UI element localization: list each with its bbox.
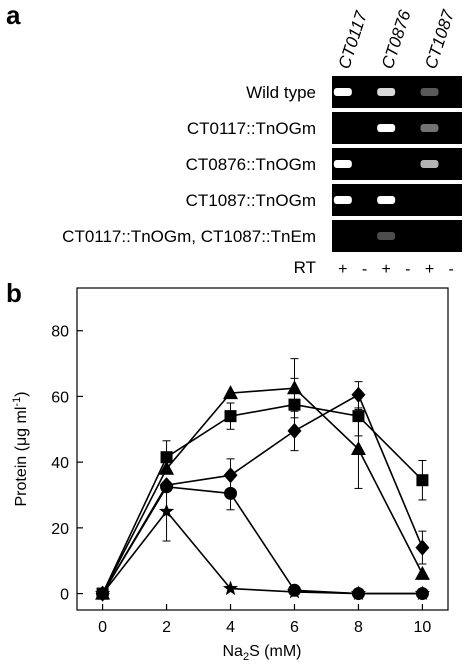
- series-line: [101, 387, 424, 594]
- data-point-triangle: [286, 380, 302, 395]
- gel-strip: [332, 184, 462, 216]
- series-line: [101, 393, 424, 595]
- gel-row-label: Wild type: [246, 83, 316, 102]
- y-tick-label: 60: [51, 389, 69, 406]
- data-point-star: [286, 583, 303, 599]
- rt-mark: -: [405, 261, 410, 278]
- y-axis-ticks: 0 20 40 60 80: [51, 324, 83, 604]
- gel-band: [377, 124, 396, 132]
- y-tick-label: 20: [51, 521, 69, 538]
- gel-band: [333, 88, 352, 96]
- data-point-star: [94, 585, 111, 601]
- series-triangle: [95, 358, 430, 600]
- series-star: [94, 481, 431, 601]
- x-tick-label: 0: [98, 619, 107, 636]
- rt-mark: -: [362, 261, 367, 278]
- x-tick-label: 4: [226, 619, 235, 636]
- gel-band: [420, 124, 439, 132]
- gel-strip: [332, 148, 462, 180]
- gel-row-label: CT0117::TnOGm: [187, 119, 316, 138]
- lane-header: CT0117: [335, 9, 372, 72]
- data-point-star: [350, 585, 367, 601]
- y-tick-label: 0: [60, 587, 69, 604]
- data-point-diamond: [351, 386, 366, 403]
- lane-header: CT1087: [421, 7, 458, 71]
- gel-band: [420, 88, 439, 96]
- x-axis-ticks: 0 2 4 6 8 10: [98, 604, 431, 636]
- x-tick-label: 6: [290, 619, 299, 636]
- data-point-diamond: [223, 467, 238, 484]
- gel-band: [377, 88, 396, 96]
- gel-row-label: CT1087::TnOGm: [186, 191, 316, 210]
- data-point-triangle: [223, 385, 239, 400]
- rt-marks: + - + - + -: [338, 261, 454, 278]
- y-tick-label: 80: [51, 324, 69, 341]
- x-axis-label: Na2S (mM): [222, 643, 301, 663]
- x-tick-label: 2: [162, 619, 171, 636]
- data-point-square: [224, 410, 237, 423]
- data-point-star: [158, 503, 175, 518]
- protein-chart: 0 20 40 60 80 0 2 4 6 8 10 Na2S (mM) Protein (μg …: [11, 287, 449, 663]
- rt-mark: -: [449, 261, 454, 278]
- x-tick-label: 8: [354, 619, 363, 636]
- gel-strip: [332, 112, 462, 144]
- rt-mark: +: [381, 261, 390, 278]
- gel-band: [420, 160, 439, 168]
- data-point-triangle: [414, 565, 430, 580]
- gel-rows: Wild typeCT0117::TnOGmCT0876::TnOGmCT108…: [62, 76, 462, 252]
- lane-header: CT0876: [378, 7, 415, 71]
- y-axis-label: Protein (μg ml-1): [11, 391, 30, 506]
- gel-row-label: CT0876::TnOGm: [186, 155, 316, 174]
- series-layer: [94, 358, 431, 602]
- rt-mark: +: [338, 261, 347, 278]
- y-tick-label: 40: [51, 455, 69, 472]
- series-line: [101, 510, 423, 595]
- panel-b-label: b: [6, 278, 22, 308]
- gel-strip: [332, 76, 462, 108]
- rt-mark: +: [425, 261, 434, 278]
- gel-band: [377, 196, 396, 204]
- data-point-diamond: [415, 539, 430, 556]
- panel-a-label: a: [6, 0, 21, 30]
- lane-headers: CT0117 CT0876 CT1087: [335, 7, 459, 71]
- rt-label: RT: [294, 258, 316, 277]
- data-point-circle: [224, 486, 238, 500]
- gel-band: [333, 160, 352, 168]
- data-point-square: [416, 474, 429, 487]
- x-tick-label: 10: [414, 619, 432, 636]
- data-point-triangle: [159, 460, 175, 475]
- data-point-star: [414, 585, 431, 601]
- gel-strip: [332, 220, 462, 252]
- data-point-square: [160, 451, 173, 464]
- data-point-triangle: [350, 441, 366, 455]
- series-line: [101, 403, 423, 594]
- gel-row-label: CT0117::TnOGm, CT1087::TnEm: [62, 227, 316, 246]
- series-line: [101, 485, 423, 595]
- gel-band: [333, 196, 352, 204]
- plot-frame: [76, 287, 449, 611]
- gel-band: [377, 232, 396, 240]
- data-point-diamond: [287, 422, 302, 439]
- data-point-star: [222, 580, 239, 596]
